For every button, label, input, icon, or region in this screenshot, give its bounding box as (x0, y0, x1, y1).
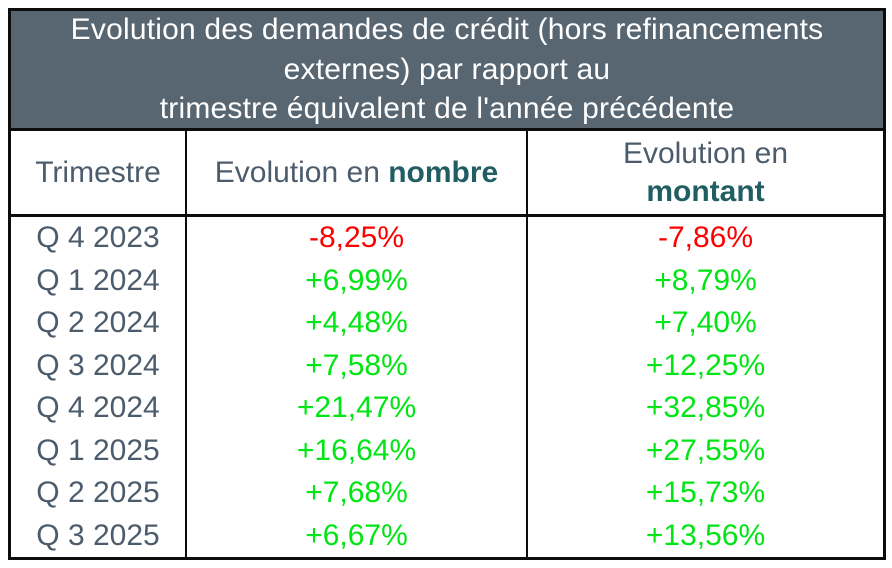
header-trimestre: Trimestre (11, 131, 187, 214)
table-row: Q 2 2024 +4,48% +7,40% (11, 302, 883, 345)
table-row: Q 4 2024 +21,47% +32,85% (11, 387, 883, 430)
cell-evolution-montant: +8,79% (654, 263, 757, 297)
header-montant-bold: montant (646, 174, 765, 208)
header-nombre-prefix: Evolution en (214, 155, 389, 189)
cell-evolution-montant: +12,25% (645, 348, 766, 382)
header-montant-prefix: Evolution en (622, 137, 789, 170)
cell-trimestre: Q 4 2024 (11, 387, 187, 430)
credit-evolution-table: Evolution des demandes de crédit (hors r… (8, 8, 886, 560)
cell-trimestre: Q 1 2025 (11, 429, 187, 472)
cell-evolution-nombre: +6,67% (187, 514, 528, 557)
table-row: Q 1 2025 +16,64% +27,55% (11, 429, 883, 472)
cell-trimestre: Q 2 2024 (11, 302, 187, 345)
cell-trimestre: Q 4 2023 (11, 217, 187, 260)
table-row: Q 3 2025 +6,67% +13,56% (11, 514, 883, 557)
table-header-row: Trimestre Evolution en nombre Evolution … (11, 131, 883, 217)
cell-trimestre: Q 3 2024 (11, 344, 187, 387)
table-row: Q 1 2024 +6,99% +8,79% (11, 259, 883, 302)
table-title: Evolution des demandes de crédit (hors r… (11, 11, 883, 131)
table-body: Q 4 2023 -8,25% -7,86% Q 1 2024 +6,99% +… (11, 217, 883, 557)
cell-evolution-montant: +13,56% (645, 518, 766, 552)
cell-trimestre: Q 1 2024 (11, 259, 187, 302)
header-evolution-montant: Evolution en montant (528, 131, 883, 214)
cell-trimestre: Q 3 2025 (11, 514, 187, 557)
cell-evolution-nombre: +16,64% (187, 429, 528, 472)
header-evolution-nombre: Evolution en nombre (187, 131, 528, 214)
cell-evolution-montant: -7,86% (657, 221, 754, 255)
cell-evolution-nombre: +21,47% (187, 387, 528, 430)
table-row: Q 2 2025 +7,68% +15,73% (11, 472, 883, 515)
cell-evolution-montant: +27,55% (645, 433, 766, 467)
table-row: Q 3 2024 +7,58% +12,25% (11, 344, 883, 387)
cell-evolution-nombre: +4,48% (187, 302, 528, 345)
cell-evolution-montant: +32,85% (645, 391, 766, 425)
cell-evolution-montant: +15,73% (645, 476, 766, 510)
cell-evolution-nombre: +6,99% (187, 259, 528, 302)
header-nombre-bold: nombre (388, 155, 499, 189)
cell-evolution-nombre: +7,68% (187, 472, 528, 515)
cell-evolution-nombre: -8,25% (187, 217, 528, 260)
cell-evolution-nombre: +7,58% (187, 344, 528, 387)
table-row: Q 4 2023 -8,25% -7,86% (11, 217, 883, 260)
cell-evolution-montant: +7,40% (654, 306, 757, 340)
cell-trimestre: Q 2 2025 (11, 472, 187, 515)
